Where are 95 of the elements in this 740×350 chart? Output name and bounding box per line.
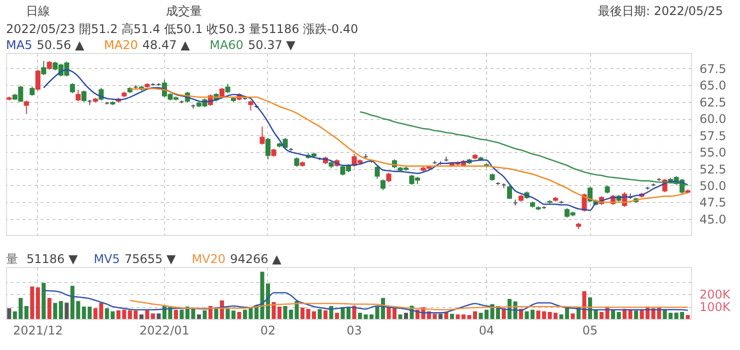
text: MV5 [94,252,120,266]
y-tick-label: 55.0 [700,146,726,160]
bar [36,287,40,319]
y-tick-label: 100K [700,300,732,314]
y-tick-label: 57.5 [700,128,726,143]
bar [174,310,178,319]
bar [600,312,604,319]
x-tick-label: 03 [346,324,362,338]
bar [404,312,408,319]
candlestick [225,83,230,94]
x-tick-label: 02 [260,324,276,338]
bar [196,314,201,319]
candlestick [294,156,300,168]
candlestick [70,82,75,94]
candlestick [260,126,265,146]
bar [139,314,144,319]
bar [582,291,586,319]
candlestick [24,100,29,114]
x-tick-label: 04 [478,324,494,338]
candlestick [380,178,386,191]
y-tick-label: 52.5 [700,162,726,176]
bar [334,312,340,319]
candlestick [374,166,380,180]
candlestick [35,69,40,91]
bar [150,313,155,319]
text: 50.37 ▼ [248,38,296,52]
bar [237,312,242,319]
x-tick-label: 05 [582,324,598,338]
y-tick-label: 45.0 [700,212,726,226]
line-series [129,300,688,310]
bar [277,306,282,319]
annotation: 75655 ▼ [124,252,176,266]
bar [64,302,69,319]
bar [7,308,12,319]
text: 最後日期: 2022/05/25 [598,4,723,18]
bar [231,310,236,319]
text: 成交量 [166,4,202,18]
x-tick-label: 2021/12 [12,324,63,338]
candlestick [386,172,392,183]
y-tick-label: 62.5 [700,95,726,110]
y-tick-label: 67.5 [700,62,726,76]
bar [398,314,402,319]
bar [180,310,184,319]
text: 48.47 ▲ [142,38,191,52]
annotation: 51186 ▼ [26,252,78,266]
bar [352,306,356,319]
candlestick [30,86,35,96]
bar [686,315,690,319]
bar [570,313,575,319]
x-tick-label: 2022/01 [140,324,190,338]
line-series [43,69,688,211]
y-tick-label: 50.0 [700,178,726,193]
bar [24,306,28,319]
series-label: 量 [6,252,18,266]
bar [156,313,161,319]
y-tick-label: 65.0 [700,78,726,93]
bar [634,310,638,319]
bar [30,286,34,319]
bar [438,314,443,319]
text: MA60 [210,38,244,52]
candlestick [76,89,81,102]
bar [214,308,218,319]
text: MA20 [104,38,138,52]
y-tick-label: 47.5 [700,196,726,210]
text: MV20 [192,252,226,266]
text: MA5 [6,38,32,52]
line-series [43,290,688,314]
bar [450,314,454,319]
candlestick [248,100,254,112]
bar [202,310,207,319]
text: 50.56 ▲ [36,38,85,52]
bar [53,302,58,319]
bar [266,283,270,319]
bar [47,298,52,319]
bar [318,309,322,319]
bar [616,312,621,319]
bar [323,310,328,319]
text: 2022/05/23 開51.2 高51.4 低50.1 收50.3 量51186 漲跌-0.40 [6,22,358,36]
bar [283,306,288,319]
candlestick [507,184,512,200]
bar [226,308,230,319]
candlestick [41,60,46,76]
text: 日線 [26,4,50,18]
bar [58,301,63,319]
bar [329,306,334,319]
y-tick-label: 200K [700,288,732,302]
candlestick [265,137,270,160]
line-series [359,111,688,186]
candlestick [81,90,86,102]
bar [145,310,150,319]
bar [272,302,276,319]
bar [432,314,437,319]
bar [42,282,46,319]
y-tick-label: 60.0 [700,112,726,126]
annotation: 94266 ▲ [230,252,282,266]
